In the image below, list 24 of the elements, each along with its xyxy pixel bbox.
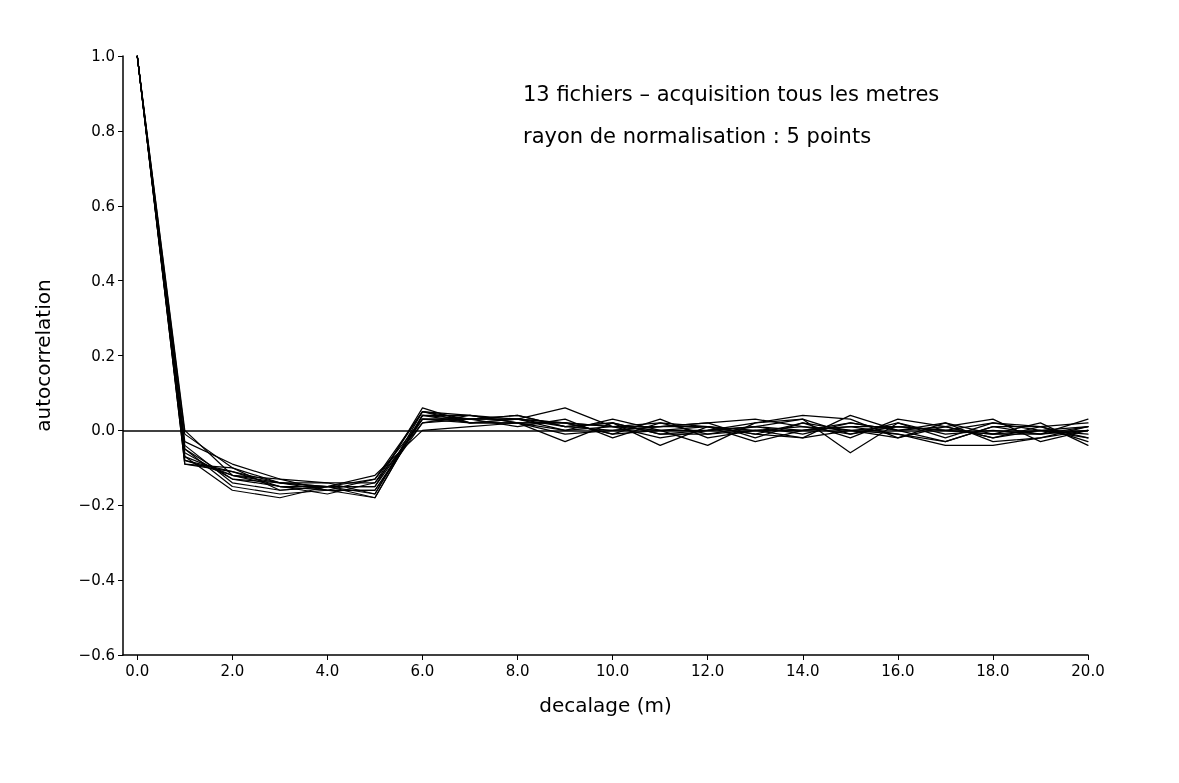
x-tick-label: 0.0 [125, 661, 150, 680]
y-axis-title: autocorrelation [31, 279, 55, 432]
y-tick-label: 1.0 [91, 47, 115, 65]
x-tick-label: 8.0 [505, 661, 530, 680]
y-tick-label: 0.2 [91, 346, 115, 365]
x-tick-label: 16.0 [881, 661, 915, 680]
annotation: 13 fichiers – acquisition tous les metres [523, 81, 940, 106]
y-tick-label: 0.8 [91, 121, 115, 140]
y-tick-label: 0.6 [91, 196, 115, 215]
x-tick-label: 6.0 [410, 661, 435, 680]
x-tick-label: 12.0 [691, 661, 725, 680]
x-axis-title: decalage (m) [539, 693, 672, 717]
y-tick-label: 0.0 [91, 421, 115, 440]
annotation: rayon de normalisation : 5 points [523, 123, 872, 148]
x-tick-label: 18.0 [976, 661, 1010, 680]
y-tick-label: 0.4 [91, 271, 115, 290]
x-tick-label: 20.0 [1071, 661, 1105, 680]
x-tick-label: 14.0 [786, 661, 820, 680]
y-tick-label: −0.2 [78, 496, 115, 515]
x-tick-label: 2.0 [220, 661, 245, 680]
y-tick-label: −0.4 [78, 571, 115, 590]
y-tick-label: −0.6 [78, 646, 115, 664]
x-tick-label: 10.0 [595, 661, 630, 680]
x-tick-label: 4.0 [315, 661, 340, 680]
